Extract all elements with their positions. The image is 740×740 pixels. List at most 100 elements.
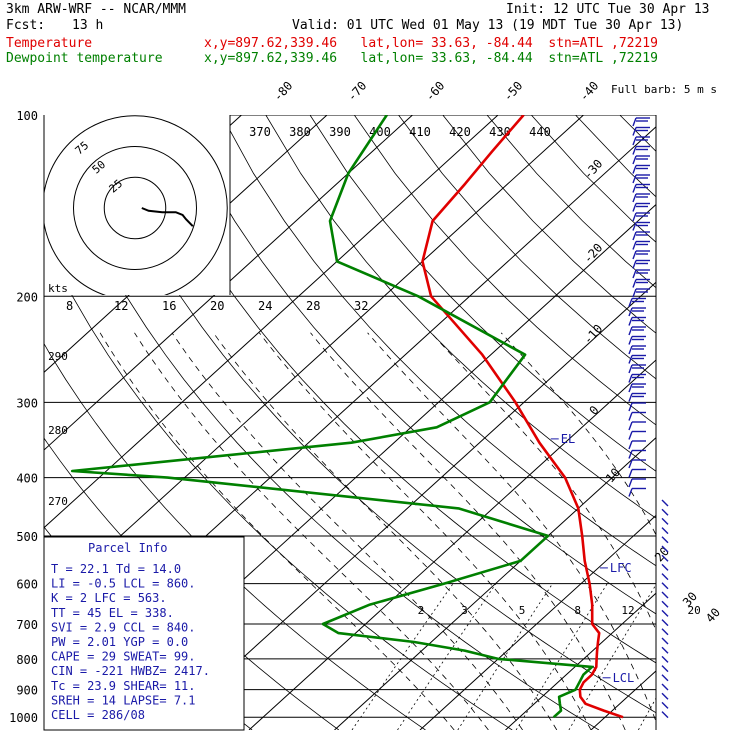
hodograph-unit-label: kts — [48, 282, 68, 295]
pressure-tick-label: 100 — [16, 109, 38, 123]
pressure-tick-label: 900 — [16, 684, 38, 698]
dry-adiabat — [44, 115, 600, 730]
mixing-ratio-label: 12 — [621, 604, 634, 617]
isotherm — [677, 115, 740, 730]
isotherm — [334, 437, 656, 730]
wind-barb-staff — [632, 241, 637, 250]
dewpoint-curve — [70, 115, 594, 719]
moist-adiabat — [258, 332, 592, 730]
hodograph-speed-tick: 8 — [66, 299, 73, 313]
wind-barb-staff — [661, 701, 669, 709]
hodograph-ring — [103, 176, 167, 240]
wind-barb-staff — [632, 136, 637, 146]
hodograph-speed-tick: 24 — [258, 299, 272, 313]
mixing-ratio-label: 3 — [461, 604, 468, 617]
wind-barb-staff — [628, 374, 633, 383]
theta-left-label: 290 — [48, 350, 68, 363]
pressure-tick-label: 800 — [16, 653, 38, 667]
wind-barb-staff — [632, 203, 637, 212]
wind-barb-staff — [661, 527, 669, 535]
theta-left-label: 270 — [48, 495, 68, 508]
wind-barb-staff — [632, 288, 637, 298]
hodograph-speed-tick: 20 — [210, 299, 224, 313]
wind-barb-staff — [661, 554, 669, 562]
wind-barb-staff — [661, 619, 669, 627]
dry-adiabat — [132, 115, 656, 664]
wind-barb-staff — [661, 499, 669, 507]
theta-label: 420 — [449, 125, 471, 139]
dry-adiabat — [353, 115, 656, 426]
isotherm-label: -30 — [581, 157, 606, 182]
isotherm — [505, 592, 656, 730]
valid-time: Valid: 01 UTC Wed 01 May 13 (19 MDT Tue … — [292, 18, 684, 33]
parcel-info-row: CAPE = 29 SWEAT= 99. — [51, 650, 196, 664]
hodograph-background — [44, 115, 230, 295]
wind-barb-staff — [661, 628, 669, 636]
wind-barb-staff — [632, 155, 637, 165]
wind-barb-staff — [661, 692, 669, 700]
forecast-hour: 13 h — [72, 18, 104, 33]
isotherm-label: -50 — [501, 79, 526, 104]
wind-barb-staff — [661, 573, 669, 581]
theta-label: 410 — [409, 125, 431, 139]
theta-label: 440 — [529, 125, 551, 139]
mixing-ratio-line — [351, 583, 454, 730]
wind-barb-staff — [661, 563, 669, 571]
dry-adiabat — [664, 115, 740, 730]
wind-barb-staff — [632, 127, 637, 136]
wind-barb-staff — [628, 450, 633, 459]
theta-label: 390 — [329, 125, 351, 139]
pressure-tick-label: 700 — [16, 618, 38, 632]
wind-barb-staff — [632, 174, 637, 184]
isotherm — [590, 670, 656, 730]
wind-barb-staff — [661, 600, 669, 608]
parcel-info-row: SREH = 14 LAPSE= 7.1 — [51, 693, 196, 707]
wind-barb-staff — [628, 478, 633, 488]
temperature-curve — [421, 115, 624, 719]
dry-adiabat — [486, 115, 656, 289]
dewpoint-location: x,y=897.62,339.46 lat,lon= 33.63, -84.44… — [204, 51, 658, 66]
isotherm-label: 40 — [703, 605, 723, 625]
wind-barb-staff — [632, 269, 637, 279]
dry-adiabat — [265, 115, 656, 519]
wind-barb-staff — [628, 421, 633, 431]
init-time: Init: 12 UTC Tue 30 Apr 13 — [506, 2, 710, 17]
wind-barb-staff — [632, 193, 637, 203]
isotherm — [44, 115, 584, 607]
wind-barb-legend: Full barb: 5 m s — [611, 83, 717, 96]
wind-barb-staff — [661, 517, 669, 525]
wind-barb-staff — [661, 646, 669, 654]
wind-barb-staff — [661, 582, 669, 590]
wind-barb-staff — [661, 674, 669, 682]
dry-adiabat — [44, 237, 513, 730]
dry-adiabat — [398, 115, 656, 380]
moist-adiabat — [171, 332, 523, 730]
parcel-info-row: CELL = 286/08 — [51, 708, 145, 722]
parcel-info-row: SVI = 2.9 CCL = 840. — [51, 620, 196, 634]
theta-left-label: 280 — [48, 424, 68, 437]
wind-barb-staff — [628, 402, 633, 412]
hodograph-ring — [44, 115, 228, 295]
wind-barb-staff — [632, 117, 637, 127]
isotherm — [419, 514, 656, 730]
wind-barb-staff — [628, 440, 633, 450]
wind-barb-staff — [628, 364, 633, 374]
theta-label: 380 — [289, 125, 311, 139]
mixing-ratio-line — [397, 583, 497, 730]
forecast-label: Fcst: — [6, 18, 46, 33]
dry-adiabat — [575, 115, 656, 198]
isotherm — [44, 115, 413, 451]
parcel-info-row: Tc = 23.9 SHEAR= 11. — [51, 679, 196, 693]
wind-barb-staff — [632, 279, 637, 288]
parcel-level-label: EL — [561, 432, 575, 446]
dry-adiabat — [221, 115, 656, 567]
isotherm — [44, 115, 499, 529]
dry-adiabat — [176, 115, 656, 615]
dry-adiabat — [88, 115, 656, 714]
parcel-info-row: CIN = -221 HWBZ= 2417. — [51, 664, 210, 678]
dewpoint-legend: Dewpoint temperature — [6, 51, 163, 66]
wind-barb-staff — [628, 326, 633, 336]
wind-barb-staff — [628, 336, 633, 345]
parcel-level-label: LCL — [613, 671, 635, 685]
